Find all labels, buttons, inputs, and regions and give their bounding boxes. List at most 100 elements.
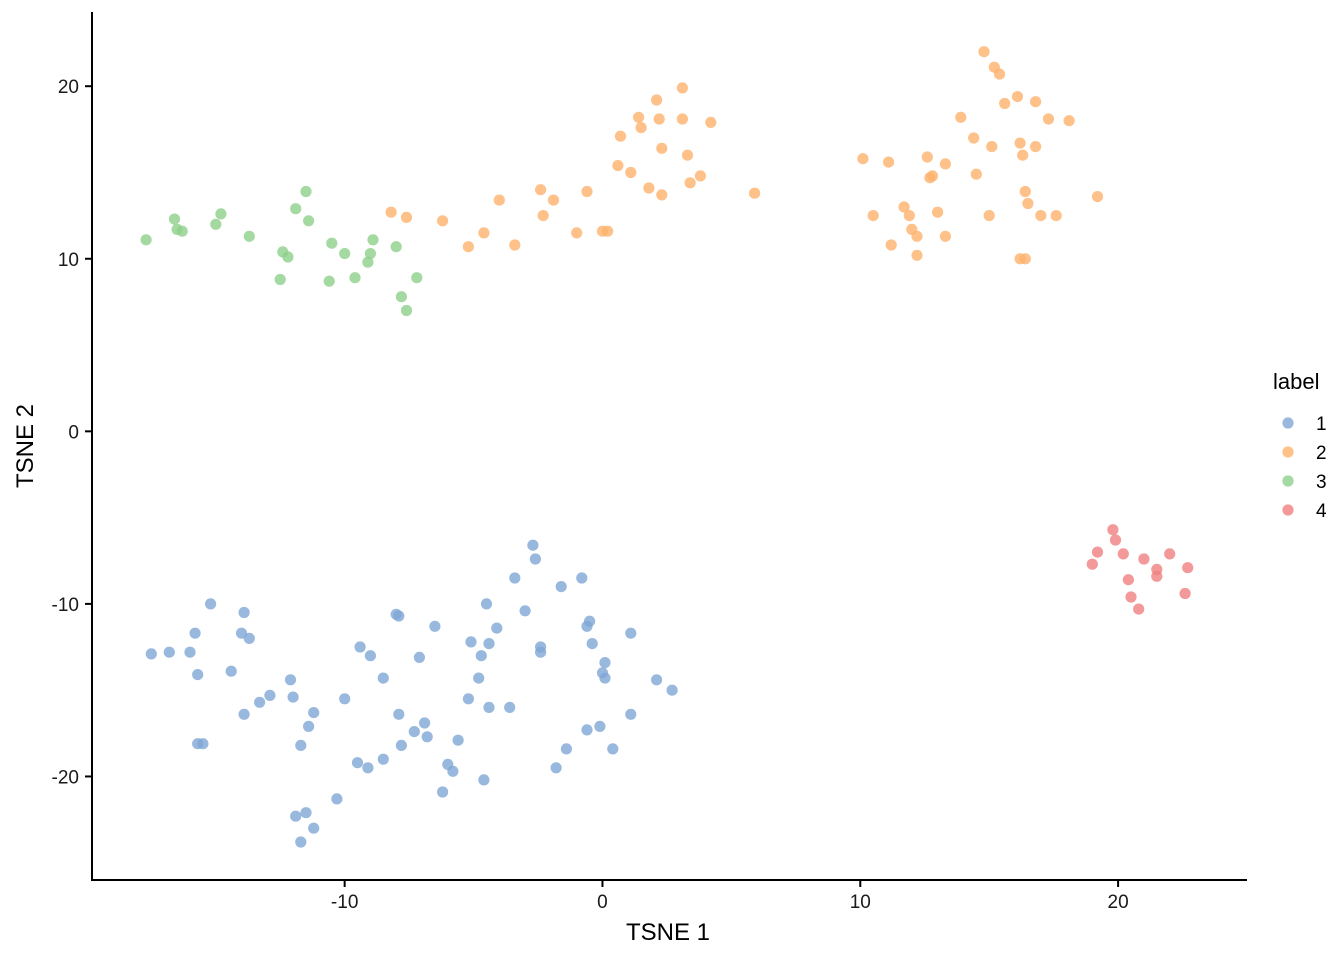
- point-label-3-23: [411, 272, 423, 284]
- point-label-2-1: [400, 211, 413, 223]
- point-label-2-32: [867, 210, 879, 222]
- point-label-2-3: [462, 241, 474, 253]
- point-label-2-45: [939, 158, 952, 170]
- point-label-4-12: [1179, 587, 1191, 600]
- point-label-1-68: [586, 638, 598, 650]
- point-label-1-27: [354, 641, 366, 653]
- point-label-1-6: [197, 738, 209, 750]
- y-tick-label: -20: [52, 767, 79, 788]
- point-label-1-15: [284, 674, 297, 686]
- x-tick-label: 0: [597, 892, 608, 913]
- point-label-1-77: [666, 684, 678, 696]
- point-label-1-50: [480, 598, 493, 610]
- point-label-1-62: [555, 581, 567, 593]
- point-label-3-15: [339, 248, 351, 260]
- point-label-1-52: [483, 701, 495, 714]
- point-label-1-10: [238, 606, 250, 619]
- point-label-3-10: [290, 203, 302, 215]
- point-label-2-66: [1050, 210, 1062, 222]
- point-label-1-61: [550, 762, 562, 774]
- point-label-2-4: [478, 227, 490, 239]
- point-label-1-58: [529, 553, 542, 565]
- point-label-1-25: [339, 693, 351, 705]
- point-label-2-35: [898, 201, 910, 213]
- point-label-2-55: [1011, 91, 1024, 103]
- point-label-1-65: [581, 724, 593, 736]
- axes: [91, 12, 1247, 881]
- point-label-2-11: [581, 185, 593, 198]
- point-label-3-11: [300, 185, 312, 198]
- point-label-2-2: [437, 215, 449, 227]
- point-label-2-39: [911, 249, 923, 261]
- point-label-4-2: [1107, 524, 1119, 536]
- point-label-3-19: [367, 234, 379, 246]
- point-label-4-13: [1182, 562, 1194, 574]
- point-label-3-3: [176, 225, 188, 237]
- point-label-4-5: [1122, 574, 1134, 586]
- point-label-2-61: [1022, 197, 1034, 210]
- legend-key-4: [1282, 504, 1294, 516]
- point-label-4-0: [1086, 558, 1098, 570]
- point-label-1-14: [264, 689, 276, 702]
- point-label-1-41: [437, 786, 449, 798]
- point-label-2-40: [921, 151, 933, 163]
- point-label-2-59: [1019, 253, 1031, 265]
- legend-key-2: [1282, 446, 1294, 458]
- x-axis-title: TSNE 1: [626, 919, 710, 946]
- point-label-3-5: [215, 208, 227, 220]
- point-label-3-14: [326, 237, 338, 249]
- point-label-1-72: [599, 672, 611, 684]
- point-label-1-8: [225, 665, 237, 677]
- point-label-1-17: [290, 810, 302, 822]
- point-label-1-46: [465, 636, 477, 648]
- point-label-2-18: [635, 122, 647, 134]
- point-label-1-36: [408, 726, 420, 738]
- point-label-3-1: [168, 213, 181, 225]
- point-label-2-26: [681, 149, 694, 161]
- point-label-3-13: [323, 275, 335, 287]
- point-label-1-48: [475, 650, 487, 662]
- point-label-1-69: [594, 720, 606, 733]
- point-label-2-17: [633, 111, 645, 123]
- point-label-1-3: [189, 627, 201, 639]
- point-label-1-33: [393, 708, 405, 720]
- point-label-2-22: [656, 189, 668, 201]
- point-label-2-24: [676, 113, 689, 125]
- point-label-2-31: [857, 153, 869, 165]
- point-label-2-14: [612, 160, 624, 172]
- point-label-1-21: [303, 720, 315, 733]
- point-label-4-7: [1133, 603, 1145, 615]
- legend: label 1 2 3 4: [1273, 369, 1327, 522]
- point-label-1-51: [483, 638, 495, 650]
- point-label-2-53: [993, 68, 1006, 80]
- point-label-2-29: [705, 116, 717, 128]
- point-label-3-22: [400, 304, 413, 317]
- point-label-2-36: [903, 210, 915, 222]
- point-label-2-48: [970, 168, 982, 180]
- point-label-3-17: [362, 256, 374, 268]
- point-label-2-43: [932, 206, 944, 218]
- point-label-2-67: [1063, 115, 1075, 127]
- point-label-3-4: [210, 218, 222, 230]
- point-label-2-46: [955, 111, 967, 123]
- point-label-2-50: [983, 210, 995, 222]
- point-label-1-64: [576, 572, 588, 584]
- points-layer: [140, 46, 1194, 848]
- point-label-4-1: [1091, 546, 1104, 558]
- point-label-4-8: [1138, 553, 1150, 565]
- point-label-1-34: [393, 610, 405, 622]
- point-label-1-20: [300, 807, 312, 819]
- point-label-1-11: [238, 708, 250, 720]
- point-label-3-20: [390, 241, 402, 253]
- point-label-1-57: [527, 539, 539, 551]
- point-label-3-9: [282, 251, 294, 263]
- legend-label-4: 4: [1316, 501, 1327, 522]
- point-label-3-16: [349, 272, 361, 284]
- point-label-2-49: [978, 46, 990, 58]
- point-label-1-55: [509, 572, 521, 584]
- point-label-2-68: [1091, 191, 1104, 203]
- point-label-2-44: [939, 230, 952, 242]
- point-label-2-25: [676, 82, 689, 94]
- point-label-1-19: [295, 739, 307, 752]
